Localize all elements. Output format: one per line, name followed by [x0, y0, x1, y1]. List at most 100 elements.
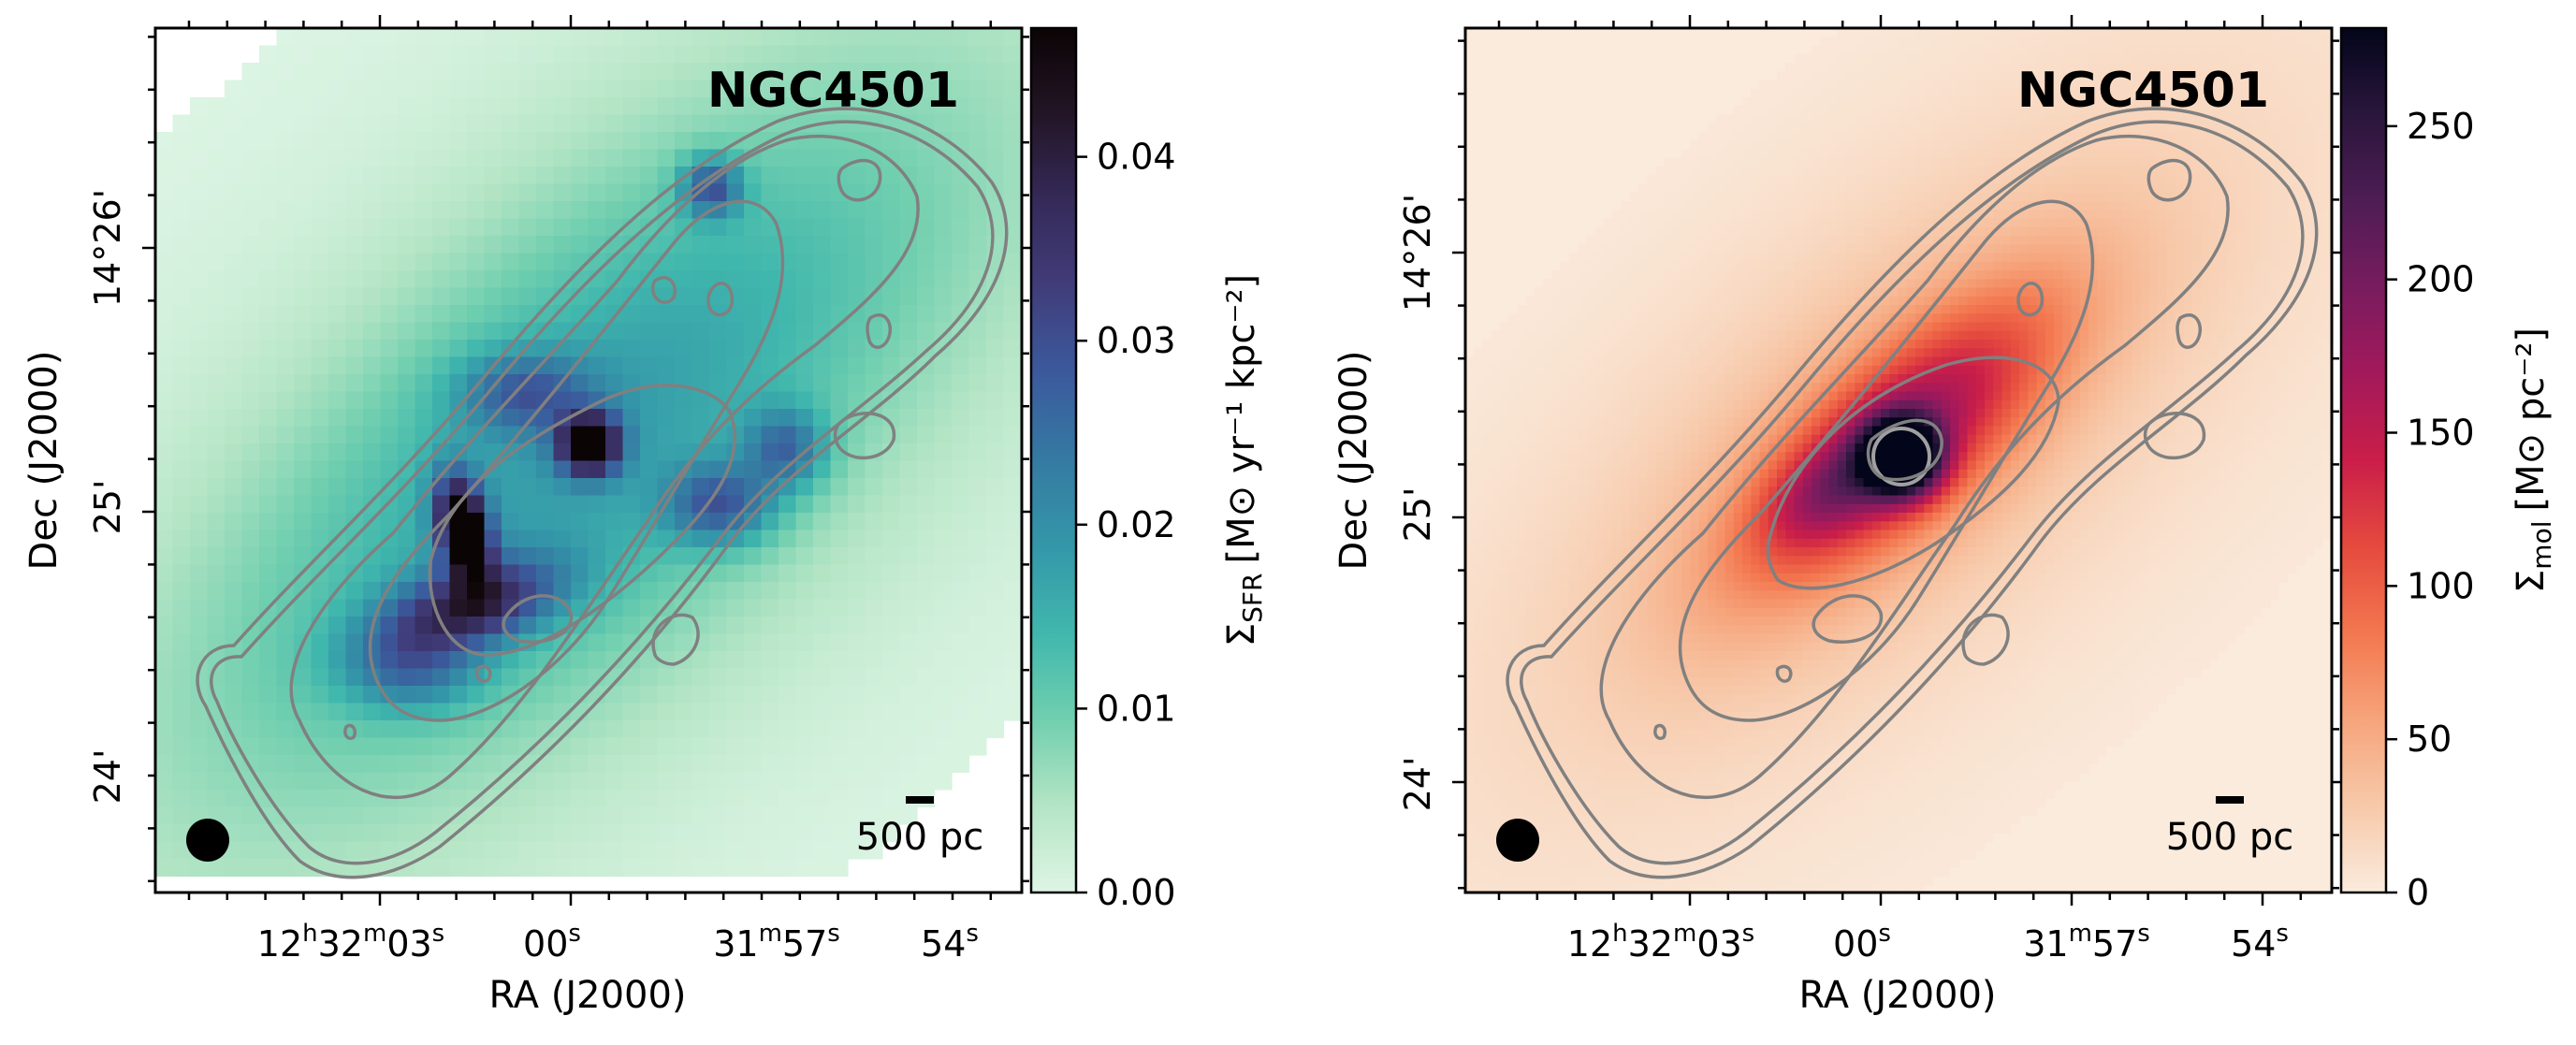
- sfr-pixel: [779, 513, 797, 531]
- mol-pixel: [1924, 210, 1934, 220]
- mol-pixel: [2201, 71, 2211, 81]
- mol-pixel: [1871, 88, 1882, 98]
- sfr-pixel: [795, 547, 814, 566]
- sfr-pixel: [398, 772, 416, 791]
- mol-pixel: [1985, 296, 1994, 306]
- mol-pixel: [2010, 244, 2020, 254]
- mol-pixel: [1708, 140, 1717, 151]
- mol-pixel: [2140, 210, 2150, 220]
- mol-pixel: [1794, 106, 1804, 116]
- mol-pixel: [2071, 270, 2081, 280]
- mol-pixel: [2175, 279, 2185, 289]
- mol-pixel: [1993, 210, 2003, 220]
- sfr-pixel: [640, 149, 659, 167]
- mol-pixel: [1871, 36, 1882, 47]
- mol-pixel: [2054, 253, 2063, 263]
- sfr-pixel: [155, 859, 174, 878]
- mol-pixel: [1915, 244, 1925, 254]
- mol-pixel: [2313, 106, 2323, 116]
- sfr-pixel: [259, 564, 278, 583]
- sfr-pixel: [830, 391, 849, 410]
- mol-pixel: [1681, 270, 1692, 280]
- mol-pixel: [2227, 88, 2236, 98]
- mol-pixel: [1967, 53, 1977, 64]
- mol-pixel: [2218, 71, 2228, 81]
- mol-pixel: [1820, 270, 1830, 280]
- sfr-pixel: [917, 668, 936, 687]
- mol-pixel: [2166, 201, 2176, 210]
- mol-pixel: [1985, 149, 1994, 159]
- sfr-pixel: [968, 547, 987, 566]
- sfr-pixel: [779, 737, 797, 756]
- mol-pixel: [1924, 114, 1934, 124]
- mol-pixel: [2123, 287, 2132, 298]
- sfr-pixel: [917, 599, 936, 617]
- mol-pixel: [2252, 80, 2263, 90]
- mol-pixel: [2062, 218, 2073, 228]
- mol-pixel: [1863, 88, 1873, 98]
- mol-pixel: [2252, 140, 2263, 151]
- sfr-pixel: [709, 582, 728, 601]
- sfr-pixel: [553, 132, 572, 151]
- sfr-pixel: [518, 651, 537, 670]
- sfr-pixel: [432, 755, 451, 774]
- mol-pixel: [2158, 97, 2167, 107]
- scale-bar-label: 500 pc: [856, 816, 983, 859]
- mol-pixel: [1725, 279, 1735, 289]
- sfr-pixel: [934, 322, 953, 341]
- sfr-pixel: [553, 183, 572, 202]
- sfr-pixel: [294, 547, 313, 566]
- sfr-pixel: [363, 201, 382, 220]
- sfr-pixel: [259, 720, 278, 739]
- mol-pixel: [1655, 261, 1666, 271]
- mol-pixel: [1915, 210, 1925, 220]
- sfr-pixel: [882, 201, 901, 220]
- sfr-pixel: [744, 772, 763, 791]
- mol-pixel: [1924, 88, 1934, 98]
- mol-pixel: [2252, 106, 2263, 116]
- mol-pixel: [2287, 97, 2297, 107]
- sfr-pixel: [518, 201, 537, 220]
- mol-pixel: [1812, 97, 1821, 107]
- mol-pixel: [2183, 279, 2193, 289]
- sfr-pixel: [1003, 409, 1022, 428]
- sfr-pixel: [675, 720, 693, 739]
- mol-pixel: [2278, 236, 2289, 245]
- mol-pixel: [1871, 140, 1882, 151]
- sfr-pixel: [241, 183, 260, 202]
- sfr-pixel: [328, 599, 347, 617]
- sfr-pixel: [709, 651, 728, 670]
- mol-pixel: [2262, 183, 2271, 194]
- sfr-pixel: [241, 114, 260, 133]
- mol-pixel: [1846, 226, 1856, 237]
- mol-pixel: [2183, 192, 2193, 202]
- mol-pixel: [2313, 71, 2323, 81]
- mol-pixel: [2132, 175, 2142, 185]
- sfr-pixel: [449, 270, 468, 289]
- sfr-pixel: [225, 340, 243, 358]
- mol-pixel: [2287, 201, 2297, 210]
- sfr-pixel: [899, 478, 918, 497]
- mol-pixel: [1785, 287, 1796, 298]
- mol-pixel: [1881, 279, 1890, 289]
- mol-pixel: [1785, 123, 1796, 133]
- mol-pixel: [2036, 253, 2046, 263]
- sfr-pixel: [311, 340, 329, 358]
- sfr-pixel: [848, 340, 866, 358]
- mol-pixel: [1621, 287, 1631, 298]
- sfr-pixel: [1003, 668, 1022, 687]
- mol-pixel: [2045, 53, 2055, 64]
- mol-pixel: [1569, 261, 1579, 271]
- sfr-pixel: [830, 97, 849, 116]
- mol-pixel: [1820, 36, 1830, 47]
- mol-pixel: [1820, 132, 1830, 141]
- mol-pixel: [1828, 71, 1839, 81]
- sfr-pixel: [952, 478, 970, 497]
- mol-pixel: [2010, 167, 2020, 176]
- mol-pixel: [2105, 97, 2116, 107]
- mol-pixel: [1846, 157, 1856, 167]
- mol-pixel: [1647, 183, 1657, 194]
- mol-pixel: [2062, 63, 2073, 72]
- mol-pixel: [2218, 28, 2228, 37]
- sfr-pixel: [605, 859, 624, 878]
